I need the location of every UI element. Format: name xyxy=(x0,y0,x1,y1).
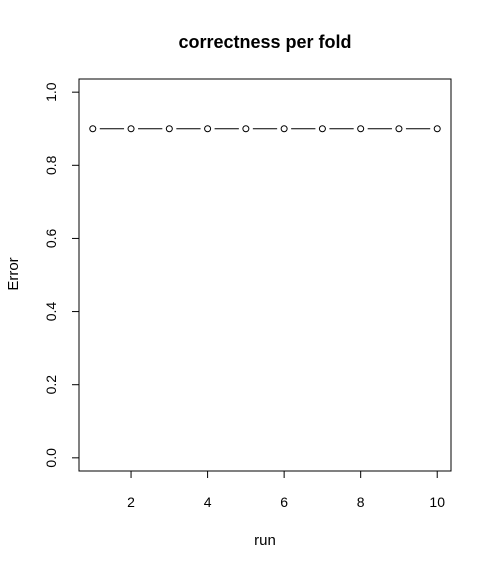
data-point xyxy=(318,125,326,133)
data-point xyxy=(165,125,173,133)
data-point xyxy=(395,125,403,133)
chart-title: correctness per fold xyxy=(178,32,351,52)
y-tick-label: 0.4 xyxy=(43,302,59,322)
y-tick-label: 0.6 xyxy=(43,228,59,248)
y-tick-label: 1.0 xyxy=(43,82,59,102)
x-tick-label: 2 xyxy=(127,494,135,510)
plot-frame xyxy=(78,78,452,472)
x-tick-label: 8 xyxy=(357,494,365,510)
x-tick-label: 4 xyxy=(204,494,212,510)
y-tick-label: 0.2 xyxy=(43,375,59,395)
data-point xyxy=(357,125,365,133)
y-axis-label: Error xyxy=(5,257,22,290)
x-axis: 2 4 6 8 10 xyxy=(127,470,445,510)
y-axis: 0.0 0.2 0.4 0.6 0.8 1.0 xyxy=(43,82,80,468)
data-point xyxy=(242,125,250,133)
data-point xyxy=(89,125,97,133)
series-layer xyxy=(89,125,441,133)
x-tick-label: 6 xyxy=(280,494,288,510)
y-tick-label: 0.8 xyxy=(43,155,59,175)
x-axis-label: run xyxy=(254,532,276,549)
data-point xyxy=(280,125,288,133)
x-tick-label: 10 xyxy=(429,494,445,510)
y-tick-label: 0.0 xyxy=(43,448,59,468)
data-point xyxy=(204,125,212,133)
data-point xyxy=(127,125,135,133)
data-point xyxy=(433,125,441,133)
